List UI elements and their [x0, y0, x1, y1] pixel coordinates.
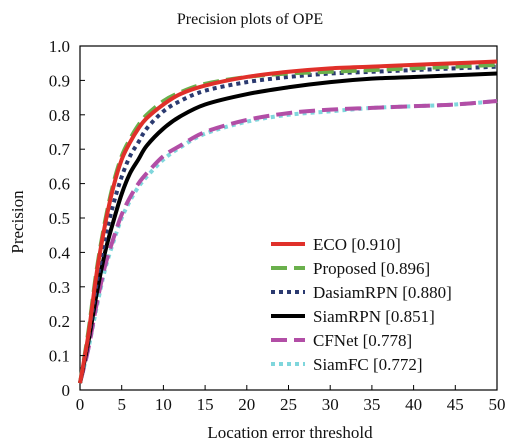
y-tick-label: 1.0	[49, 37, 70, 56]
x-axis-ticks: 0 5 10 15 20 25 30 35 40 45 50	[76, 385, 506, 414]
plot-area	[79, 45, 498, 391]
y-tick-label: 0.1	[49, 347, 70, 366]
x-tick-label: 10	[155, 395, 172, 414]
legend-label: DasiamRPN [0.880]	[313, 283, 452, 302]
x-tick-label: 35	[363, 395, 380, 414]
y-tick-label: 0.5	[49, 209, 70, 228]
y-tick-label: 0.6	[49, 175, 70, 194]
legend-label: Proposed [0.896]	[313, 259, 430, 278]
x-tick-label: 0	[76, 395, 85, 414]
series-line-cfnet	[78, 99, 498, 384]
x-axis-label: Location error threshold	[207, 423, 373, 442]
x-tick-label: 25	[280, 395, 297, 414]
x-tick-label: 5	[117, 395, 126, 414]
y-axis-ticks: 0 0.1 0.2 0.3 0.4 0.5 0.6 0.7 0.8 0.9 1.0	[49, 37, 85, 400]
x-tick-label: 50	[489, 395, 506, 414]
series-line-siamfc	[78, 99, 498, 384]
series-line-eco	[78, 59, 498, 384]
x-tick-label: 45	[447, 395, 464, 414]
y-tick-label: 0.2	[49, 312, 70, 331]
y-tick-label: 0.3	[49, 278, 70, 297]
series-line-siamrpn	[78, 71, 498, 384]
x-tick-label: 15	[197, 395, 214, 414]
y-tick-label: 0	[62, 381, 71, 400]
y-tick-label: 0.7	[49, 140, 71, 159]
y-tick-label: 0.9	[49, 71, 70, 90]
y-tick-label: 0.8	[49, 106, 70, 125]
chart-title: Precision plots of OPE	[177, 11, 323, 28]
legend-label: ECO [0.910]	[313, 235, 401, 254]
x-tick-label: 30	[322, 395, 339, 414]
plot-border	[79, 45, 498, 391]
legend: ECO [0.910] Proposed [0.896] DasiamRPN [0.…	[271, 235, 452, 374]
legend-label: SiamRPN [0.851]	[313, 307, 435, 326]
series-lines	[78, 59, 498, 384]
y-axis-label: Precision	[8, 190, 27, 254]
x-tick-label: 20	[238, 395, 255, 414]
y-tick-label: 0.4	[49, 243, 71, 262]
x-tick-label: 40	[405, 395, 422, 414]
legend-label: SiamFC [0.772]	[313, 355, 423, 374]
legend-label: CFNet [0.778]	[313, 331, 412, 350]
